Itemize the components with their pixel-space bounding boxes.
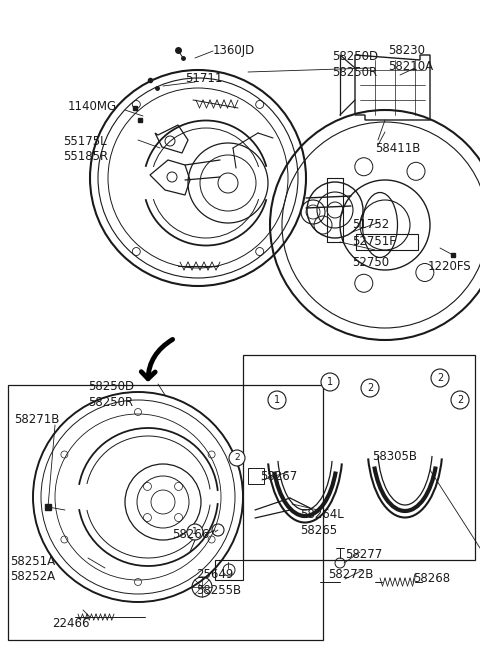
Text: 2: 2 [457,395,463,405]
Text: 55175L
55185R: 55175L 55185R [63,135,108,164]
Text: 58250D
58250R: 58250D 58250R [332,50,378,79]
Bar [356,234,418,250]
Text: 2: 2 [234,454,240,462]
Text: 1: 1 [327,377,333,387]
Text: 58250D
58250R: 58250D 58250R [88,380,134,409]
Text: 58305B: 58305B [372,450,417,463]
Bar [248,468,264,484]
Text: 1: 1 [192,528,198,536]
Text: 52751F: 52751F [352,235,396,248]
Text: 1220FS: 1220FS [428,260,472,273]
Text: 52750: 52750 [352,256,389,269]
Text: 58230
58210A: 58230 58210A [388,44,433,73]
Circle shape [431,369,449,387]
Text: 58268: 58268 [413,572,450,585]
Text: 58411B: 58411B [375,142,420,155]
Text: 1: 1 [274,395,280,405]
Text: 58251A
58252A: 58251A 58252A [10,555,55,584]
Text: 22466: 22466 [52,617,89,630]
Text: 58277: 58277 [345,548,382,561]
Text: 25649
58255B: 25649 58255B [196,568,241,597]
Circle shape [187,524,203,540]
Bar [215,560,243,580]
Bar [243,355,475,560]
Circle shape [451,391,469,409]
Text: 2: 2 [437,373,443,383]
Text: 1140MG: 1140MG [68,100,117,113]
Text: 58264L
58265: 58264L 58265 [300,508,344,536]
Text: 58271B: 58271B [14,413,60,426]
Circle shape [229,450,245,466]
Text: 58267: 58267 [260,470,297,483]
Text: 58266: 58266 [172,528,209,541]
Text: 51711: 51711 [185,72,222,85]
Text: 2: 2 [367,383,373,393]
Circle shape [268,391,286,409]
Text: 51752: 51752 [352,218,389,231]
Bar [8,385,323,640]
Text: 58272B: 58272B [328,568,373,581]
Text: 1360JD: 1360JD [213,44,255,57]
Circle shape [321,373,339,391]
Circle shape [361,379,379,397]
